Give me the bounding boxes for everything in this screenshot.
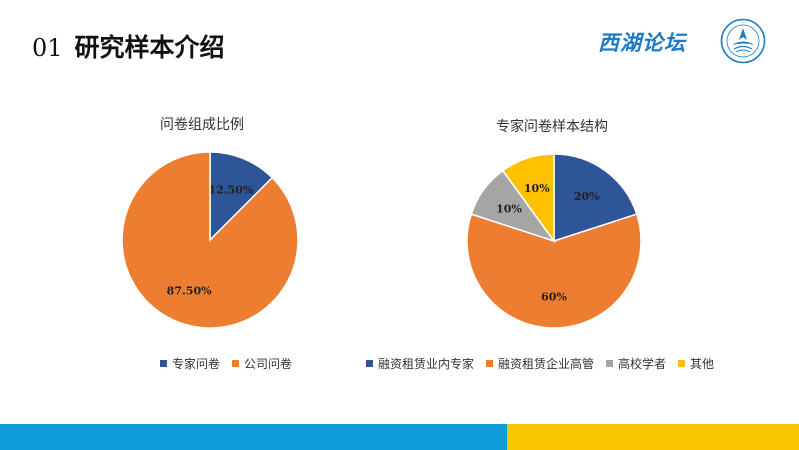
chart2-legend: 融资租赁业内专家 融资租赁企业高管 高校学者 其他 [366,355,726,372]
page-title: 01 研究样本介绍 [32,28,225,64]
legend-swatch [606,360,614,367]
legend-swatch [232,360,240,367]
chart1-legend-item-expert: 专家问卷 [160,355,220,372]
legend-swatch [486,360,494,367]
chart2-legend-item-company-executive: 融资租赁企业高管 [486,355,594,372]
chart2-data-label-industry-expert: 20% [574,190,600,203]
chart2-slice-other [501,153,555,244]
chart1-legend-item-company: 公司问卷 [232,355,292,372]
footer-bar-yellow [507,424,799,450]
chart2-pie: 20% 60% 10%10% [466,153,642,329]
chart2-data-label-company-executive: 60% [541,291,567,304]
legend-swatch [366,360,373,367]
footer-bar-blue [0,424,507,450]
chart2-legend-item-other: 其他 [678,355,714,372]
chart2-slice-company-executive [466,213,642,329]
legend-label: 融资租赁企业高管 [498,357,595,371]
chart1-legend: 专家问卷 公司问卷 [160,355,304,372]
chart2-legend-item-scholar: 高校学者 [606,355,666,372]
forum-seal-logo [720,18,766,64]
chart1-data-label-expert: 12.50% [208,184,253,197]
chart2-title: 专家问卷样本结构 [496,119,608,135]
legend-swatch [678,360,686,367]
legend-swatch [160,360,167,367]
legend-label: 其他 [690,357,715,371]
chart1-slice-company [121,151,299,329]
chart2-data-label-scholar: 10% [496,202,522,215]
section-title: 研究样本介绍 [74,33,225,62]
chart1-slice-expert [209,151,274,242]
chart1-data-label-company: 87.50% [167,284,212,297]
legend-label: 融资租赁业内专家 [378,357,475,371]
chart2-legend-item-industry-expert: 融资租赁业内专家 [366,355,474,372]
legend-label: 专家问卷 [172,357,221,371]
legend-label: 高校学者 [618,357,667,371]
chart1-title: 问卷组成比例 [160,117,244,133]
section-number: 01 [32,34,63,62]
forum-logo-text: 西湖论坛 [598,30,686,55]
chart2-slice-industry-expert [553,153,638,243]
chart2-data-label-other: 10% [524,182,550,195]
legend-label: 公司问卷 [244,357,293,371]
chart1-pie: 12.50% 87.50% [121,151,299,329]
